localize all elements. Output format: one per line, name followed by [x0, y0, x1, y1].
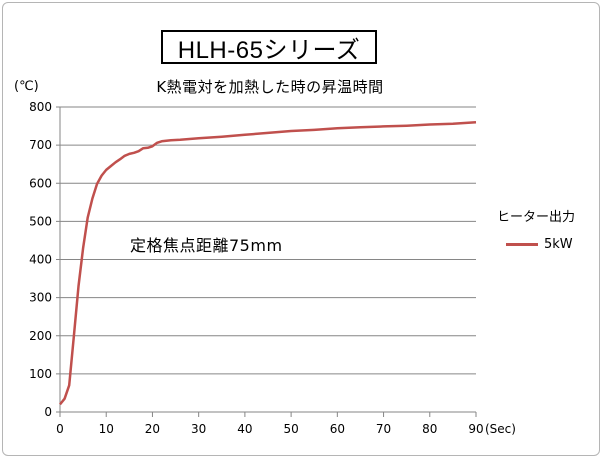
x-tick-label: 20: [145, 422, 160, 436]
x-tick-label: 90: [468, 422, 483, 436]
legend-swatch: [506, 243, 538, 246]
y-tick-label: 200: [29, 329, 52, 343]
legend-item: 5kW: [506, 237, 573, 252]
y-tick-label: 300: [29, 291, 52, 305]
chart-frame: [2, 2, 600, 456]
y-axis-unit: (℃): [14, 79, 39, 94]
y-tick-label: 700: [29, 138, 52, 152]
y-tick-label: 800: [29, 100, 52, 114]
x-tick-label: 0: [56, 422, 64, 436]
axes: [56, 106, 477, 417]
y-tick-label: 500: [29, 214, 52, 228]
chart-subtitle: K熱電対を加熱した時の昇温時間: [156, 78, 384, 96]
legend-label: 5kW: [544, 237, 573, 252]
x-tick-label: 60: [330, 422, 345, 436]
x-tick-label: 80: [422, 422, 437, 436]
chart-annotation: 定格焦点距離75mm: [130, 236, 283, 255]
x-tick-label: 70: [376, 422, 391, 436]
x-tick-label: 50: [283, 422, 298, 436]
legend-title: ヒーター出力: [497, 210, 576, 225]
gridlines: [60, 106, 476, 375]
series-line: [59, 121, 477, 406]
x-tick-label: 30: [191, 422, 206, 436]
x-tick-labels: 0 10 20 30 40 50 60 70 80 90 (Sec): [56, 422, 516, 436]
x-tick-label: 40: [237, 422, 252, 436]
x-tick-label: 10: [99, 422, 114, 436]
y-tick-label: 0: [44, 405, 52, 419]
y-tick-label: 100: [29, 367, 52, 381]
x-axis-unit: (Sec): [485, 422, 516, 436]
y-tick-labels: 0 100 200 300 400 500 600 700 800: [29, 100, 52, 419]
chart-title: HLH-65シリーズ: [161, 30, 377, 64]
series-lines: [59, 121, 477, 406]
y-tick-label: 400: [29, 253, 52, 267]
y-tick-label: 600: [29, 176, 52, 190]
